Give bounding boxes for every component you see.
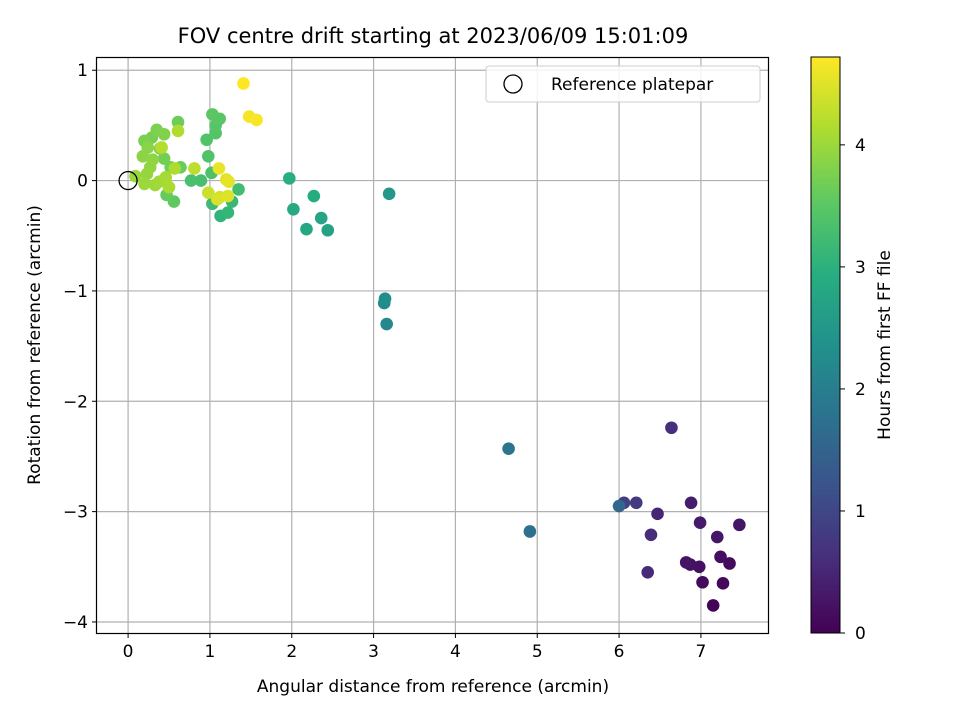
scatter-point [287, 202, 300, 216]
scatter-point [210, 193, 224, 206]
x-axis-label: Angular distance from reference (arcmin) [257, 677, 609, 697]
scatter-point [679, 556, 693, 569]
scatter-point [321, 223, 335, 237]
x-axis-ticks: 0 1 2 3 4 5 6 7 [123, 633, 706, 662]
colorbar-tick-label: 1 [855, 502, 866, 522]
plot-area-frame [95, 56, 770, 635]
colorbar-tick-label: 3 [855, 258, 866, 278]
scatter-point [733, 518, 746, 532]
scatter-point [706, 599, 720, 612]
scatter-point [138, 177, 151, 191]
scatter-point [250, 113, 263, 127]
scatter-point [612, 499, 626, 513]
scatter-point [221, 206, 235, 219]
colorbar-gradient [810, 56, 841, 634]
scatter-point [716, 577, 730, 590]
scatter-point [665, 421, 678, 435]
scatter-point [502, 442, 515, 456]
scatter-point [136, 150, 150, 163]
scatter-point [221, 189, 235, 203]
scatter-point [140, 167, 154, 181]
scatter-point [201, 186, 215, 200]
scatter-point [378, 292, 392, 305]
scatter-point [684, 496, 698, 510]
x-tick-label: 7 [695, 642, 706, 662]
scatter-point [382, 187, 396, 201]
scatter-point [157, 127, 171, 141]
scatter-point [200, 133, 213, 147]
x-tick-label: 1 [205, 642, 216, 662]
scatter-point [155, 141, 168, 154]
scatter-point [380, 317, 393, 331]
x-tick-label: 2 [286, 642, 297, 662]
scatter-point [184, 174, 198, 187]
scatter-point [168, 162, 182, 175]
scatter-point [693, 516, 707, 529]
scatter-point [232, 183, 245, 196]
x-tick-label: 0 [123, 642, 134, 662]
reference-marker-layer [118, 170, 138, 191]
scatter-points [129, 77, 746, 612]
scatter-point [206, 108, 219, 121]
scatter-point [171, 115, 185, 129]
scatter-point [171, 124, 185, 138]
y-tick-label: −1 [63, 282, 88, 302]
scatter-point [282, 172, 296, 185]
colorbar-label: Hours from first FF file [875, 250, 895, 440]
reference-marker [118, 170, 138, 191]
scatter-point [159, 170, 173, 184]
scatter-point [157, 152, 171, 165]
legend-box [485, 65, 761, 103]
scatter-point [300, 222, 313, 236]
grid-lines [97, 57, 768, 633]
y-tick-label: 0 [77, 172, 88, 192]
scatter-point [188, 162, 201, 175]
scatter-point [696, 575, 709, 589]
legend-label: Reference platepar [551, 75, 713, 95]
y-tick-label: 1 [77, 61, 88, 81]
scatter-point [641, 566, 655, 579]
colorbar-tick-label: 2 [855, 380, 866, 400]
scatter-point [222, 175, 236, 188]
legend: Reference platepar [485, 65, 761, 103]
colorbar-ticks: 0 1 2 3 4 [840, 136, 866, 644]
scatter-point [212, 162, 226, 175]
y-axis-ticks: −4 −3 −2 −1 0 1 [63, 61, 97, 633]
scatter-point [651, 507, 664, 521]
y-tick-label: −4 [63, 613, 88, 633]
scatter-point [237, 77, 250, 90]
scatter-point [162, 180, 176, 194]
colorbar: 0 1 2 3 4 Hours from first FF file [810, 56, 895, 644]
y-tick-label: −2 [63, 392, 88, 412]
x-tick-label: 5 [532, 642, 543, 662]
colorbar-tick-label: 4 [855, 136, 866, 156]
x-tick-label: 6 [614, 642, 625, 662]
legend-reference-marker [503, 74, 523, 94]
scatter-point [201, 150, 215, 163]
chart-title: FOV centre drift starting at 2023/06/09 … [178, 24, 689, 48]
scatter-point [523, 525, 537, 538]
x-tick-label: 4 [450, 642, 461, 662]
scatter-point [723, 557, 736, 570]
scatter-point [307, 189, 321, 203]
scatter-point [710, 530, 724, 544]
scatter-point [194, 174, 208, 187]
scatter-point [644, 528, 658, 542]
scatter-point [714, 550, 727, 564]
scatter-point [629, 496, 643, 510]
scatter-point [314, 211, 328, 225]
colorbar-tick-label: 0 [855, 624, 866, 644]
y-tick-label: −3 [63, 503, 88, 523]
y-axis-label: Rotation from reference (arcmin) [25, 205, 45, 485]
x-tick-label: 3 [368, 642, 379, 662]
